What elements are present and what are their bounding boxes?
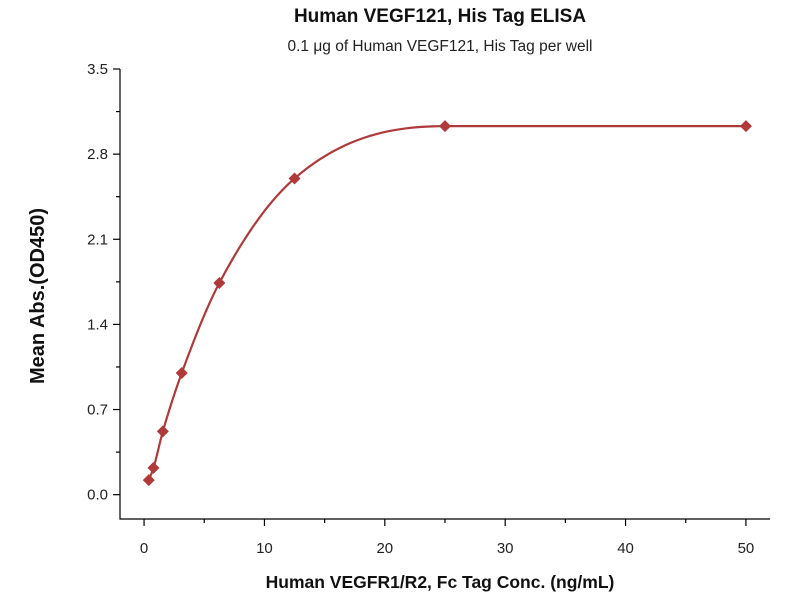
fit-curve: [147, 125, 746, 481]
axes: 0 10 20 30 40 50 0.0 0.7 1.4 2.1 2.8 3.5: [87, 61, 770, 557]
axis-frame: [119, 69, 770, 520]
data-point: [142, 474, 155, 487]
x-tick-label: 40: [617, 540, 634, 557]
data-point: [175, 367, 188, 380]
y-tick-label: 1.4: [87, 316, 108, 333]
data-point: [213, 277, 226, 290]
y-tick-label: 0.7: [87, 402, 108, 419]
x-tick-label: 50: [738, 540, 755, 557]
y-tick-label: 3.5: [87, 61, 108, 78]
y-tick-label: 2.1: [87, 231, 108, 248]
x-tick-label: 10: [256, 540, 273, 557]
data-points-layer: [142, 120, 752, 487]
x-axis-label: Human VEGFR1/R2, Fc Tag Conc. (ng/mL): [266, 572, 615, 592]
x-tick-label: 30: [497, 540, 514, 557]
x-tick-label: 0: [140, 540, 148, 557]
y-tick-label: 0.0: [87, 487, 108, 504]
data-point: [156, 425, 169, 438]
fit-curve-layer: [147, 125, 746, 481]
data-point: [439, 120, 451, 133]
x-tick-label: 20: [376, 540, 393, 557]
y-tick-label: 2.8: [87, 146, 108, 163]
chart-subtitle: 0.1 μg of Human VEGF121, His Tag per wel…: [287, 38, 592, 55]
data-point: [147, 461, 160, 474]
data-point: [288, 172, 301, 185]
chart-title: Human VEGF121, His Tag ELISA: [294, 6, 586, 27]
y-axis-label: Mean Abs.(OD450): [27, 208, 49, 384]
data-point: [739, 120, 752, 133]
